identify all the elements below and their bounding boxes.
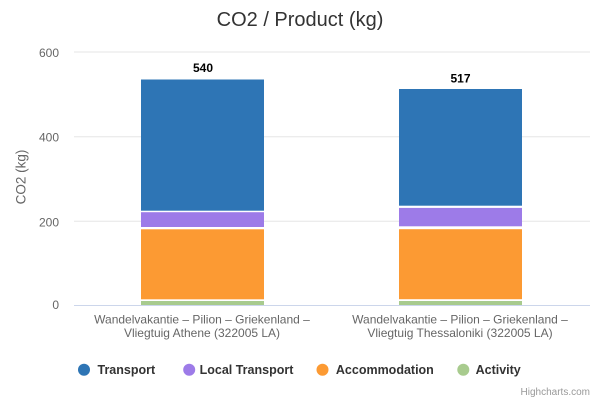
svg-text:Wandelvakantie – Pilion – Grie: Wandelvakantie – Pilion – Griekenland – xyxy=(352,313,568,327)
svg-text:Highcharts.com: Highcharts.com xyxy=(521,387,590,398)
svg-text:Transport: Transport xyxy=(98,363,156,377)
svg-text:517: 517 xyxy=(450,71,470,85)
svg-text:Local Transport: Local Transport xyxy=(200,363,295,377)
svg-text:Activity: Activity xyxy=(476,363,521,377)
svg-text:CO2 / Product (kg): CO2 / Product (kg) xyxy=(217,9,384,31)
svg-text:0: 0 xyxy=(52,298,59,312)
svg-text:540: 540 xyxy=(193,61,213,75)
svg-text:Wandelvakantie – Pilion – Grie: Wandelvakantie – Pilion – Griekenland – xyxy=(94,313,310,327)
svg-text:Vliegtuig Athene (322005 LA): Vliegtuig Athene (322005 LA) xyxy=(124,326,280,340)
svg-text:400: 400 xyxy=(39,131,59,145)
svg-text:600: 600 xyxy=(39,46,59,60)
svg-text:200: 200 xyxy=(39,215,59,229)
svg-text:Accommodation: Accommodation xyxy=(336,363,434,377)
svg-text:CO2 (kg): CO2 (kg) xyxy=(14,150,29,205)
svg-text:Vliegtuig Thessaloniki (322005: Vliegtuig Thessaloniki (322005 LA) xyxy=(367,326,552,340)
